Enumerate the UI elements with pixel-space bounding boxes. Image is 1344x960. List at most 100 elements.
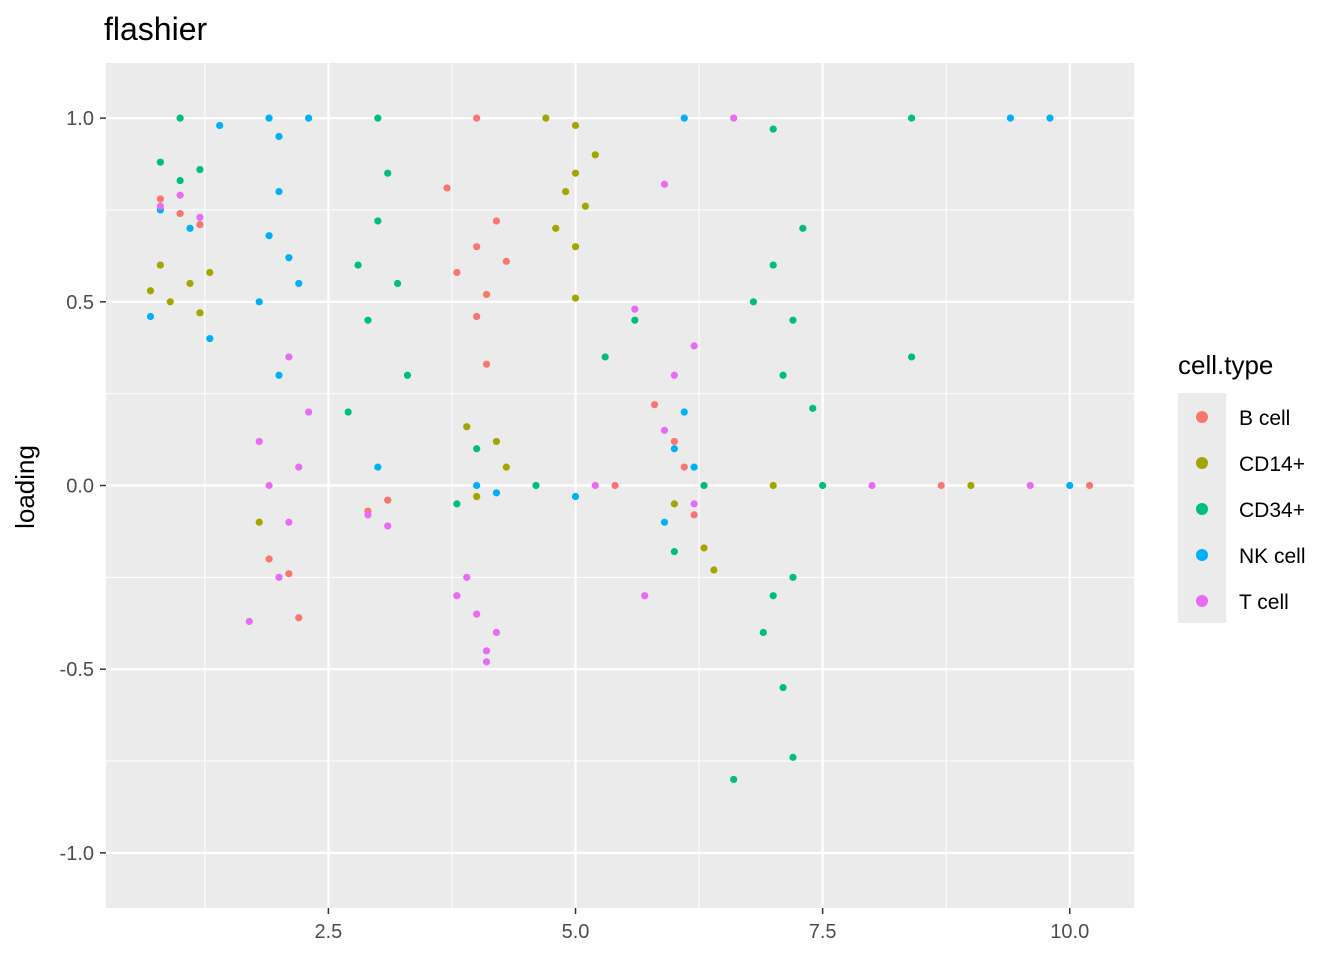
y-tick-label: 0.0 [66, 476, 94, 498]
legend-label: T cell [1239, 591, 1289, 614]
data-point [611, 481, 619, 490]
data-point [690, 463, 698, 471]
data-point [482, 647, 491, 655]
data-point [156, 202, 164, 210]
data-point [196, 213, 204, 221]
legend-title: cell.type [1178, 350, 1273, 380]
data-point [641, 592, 649, 600]
x-tick-label: 2.5 [314, 921, 342, 943]
data-point [245, 617, 253, 626]
y-tick-label: -1.0 [60, 843, 94, 865]
data-point [453, 500, 461, 508]
data-point [146, 287, 155, 295]
data-point [255, 437, 263, 446]
series-t-cell [156, 114, 1034, 666]
data-point [1066, 481, 1074, 490]
data-point [492, 489, 501, 497]
data-point [265, 481, 273, 490]
data-point [680, 114, 688, 122]
data-point [581, 202, 590, 210]
y-axis-title: loading [10, 445, 40, 529]
data-point [1046, 114, 1054, 122]
data-point [374, 463, 382, 471]
data-point [275, 573, 283, 581]
data-point [255, 298, 263, 306]
data-point [453, 268, 461, 277]
data-point [482, 658, 491, 666]
data-point [176, 176, 184, 185]
data-point [532, 481, 540, 490]
data-point [571, 294, 580, 302]
data-point [384, 522, 392, 530]
data-point [295, 614, 303, 622]
data-point [364, 511, 372, 519]
data-point [700, 544, 708, 552]
data-point [571, 169, 580, 177]
data-point [156, 195, 164, 203]
data-point [473, 243, 481, 251]
series-cd14- [146, 114, 975, 574]
chart-title: flashier [104, 11, 208, 47]
data-point [265, 114, 273, 122]
data-point [176, 114, 184, 122]
data-point [700, 481, 708, 490]
data-point [562, 187, 570, 196]
legend-entries: B cell CD14+ CD34+ NK cell T cell [1196, 407, 1306, 614]
y-tick-label: 0.5 [66, 292, 94, 314]
data-point [670, 548, 678, 556]
data-point [176, 210, 184, 218]
y-tick-label: 1.0 [66, 108, 94, 130]
data-point [285, 254, 293, 262]
series-cd34- [156, 114, 916, 784]
data-point [265, 232, 273, 240]
data-point [967, 481, 975, 490]
data-point [275, 132, 283, 141]
data-point [473, 114, 481, 122]
data-point [730, 114, 738, 122]
data-point [542, 114, 550, 122]
data-point [601, 353, 609, 361]
legend-key [1196, 549, 1208, 561]
data-point [690, 500, 698, 508]
x-tick-label: 7.5 [809, 921, 837, 943]
data-point [295, 279, 303, 288]
legend: cell.type B cell CD14+ CD34+ NK cell T cell [1178, 350, 1306, 623]
data-point [631, 305, 639, 313]
data-point [769, 261, 777, 269]
data-point [364, 316, 372, 324]
data-point [206, 268, 214, 277]
data-point [186, 224, 194, 232]
data-point [670, 437, 678, 446]
legend-key [1196, 503, 1208, 515]
data-point [305, 408, 313, 416]
data-point [1026, 481, 1034, 490]
data-point [285, 353, 293, 361]
y-tick-label: -0.5 [60, 659, 94, 681]
data-point [769, 481, 777, 490]
data-point [591, 151, 599, 159]
data-point [552, 224, 560, 232]
data-point [779, 683, 787, 692]
y-axis-ticks: 1.0 0.5 0.0 -0.5 -1.0 [60, 108, 106, 865]
data-point [819, 481, 827, 490]
data-point [166, 298, 174, 306]
legend-label: CD14+ [1239, 453, 1305, 476]
data-point [492, 217, 501, 225]
data-point [492, 437, 501, 446]
legend-label: B cell [1239, 407, 1290, 430]
data-point [868, 481, 876, 490]
data-point [937, 481, 945, 490]
data-point [571, 243, 580, 251]
data-point [660, 180, 669, 188]
data-point [463, 573, 471, 581]
data-point [1006, 114, 1015, 122]
data-point [571, 492, 580, 501]
data-point [473, 481, 481, 490]
data-point [690, 511, 698, 519]
data-point [374, 114, 382, 122]
data-point [660, 426, 669, 434]
data-point [482, 360, 491, 368]
data-point [730, 775, 738, 784]
data-points [146, 114, 1094, 784]
